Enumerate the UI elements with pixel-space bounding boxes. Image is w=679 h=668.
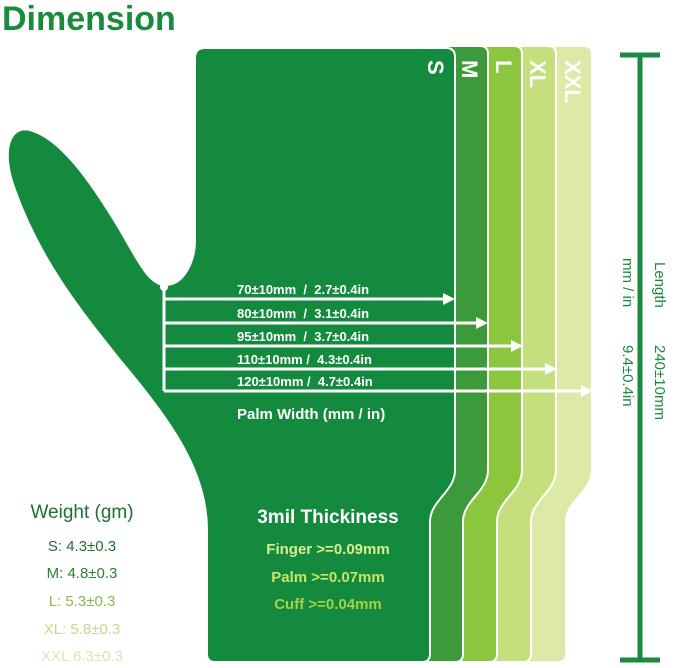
- weight-xxl: XXL 6.3±0.3: [41, 648, 123, 665]
- size-label-xxl: XXL: [560, 60, 585, 103]
- palm-width-arrows: [160, 283, 593, 397]
- length-unit: mm / in: [619, 258, 636, 307]
- thickness-cuff: Cuff >=0.04mm: [274, 596, 382, 613]
- thickness-palm: Palm >=0.07mm: [271, 569, 384, 586]
- weight-title: Weight (gm): [30, 502, 133, 523]
- page-title: Dimension: [2, 0, 176, 38]
- length-mm: 240±10mm: [651, 345, 668, 420]
- size-label-l: L: [491, 60, 516, 73]
- palm-width-xl: 110±10mm / 4.3±0.4in: [237, 352, 372, 367]
- size-label-m: M: [457, 60, 482, 78]
- palm-width-title: Palm Width (mm / in): [237, 406, 385, 423]
- weight-s: S: 4.3±0.3: [48, 538, 116, 555]
- weight-xl: XL: 5.8±0.3: [44, 621, 121, 638]
- palm-width-s: 70±10mm / 2.7±0.4in: [237, 282, 369, 297]
- thickness-finger: Finger >=0.09mm: [266, 541, 389, 558]
- length-label: Length: [651, 262, 668, 308]
- length-in: 9.4±0.4in: [619, 345, 636, 407]
- thickness-title: 3mil Thickiness: [257, 507, 399, 528]
- size-label-s: S: [423, 60, 448, 75]
- size-label-xl: XL: [525, 60, 550, 88]
- palm-width-xxl: 120±10mm / 4.7±0.4in: [237, 374, 373, 389]
- weight-m: M: 4.8±0.3: [47, 565, 118, 582]
- palm-width-m: 80±10mm / 3.1±0.4in: [237, 306, 369, 321]
- weight-l: L: 5.3±0.3: [49, 593, 116, 610]
- length-bar: [620, 52, 660, 663]
- palm-width-l: 95±10mm / 3.7±0.4in: [237, 329, 369, 344]
